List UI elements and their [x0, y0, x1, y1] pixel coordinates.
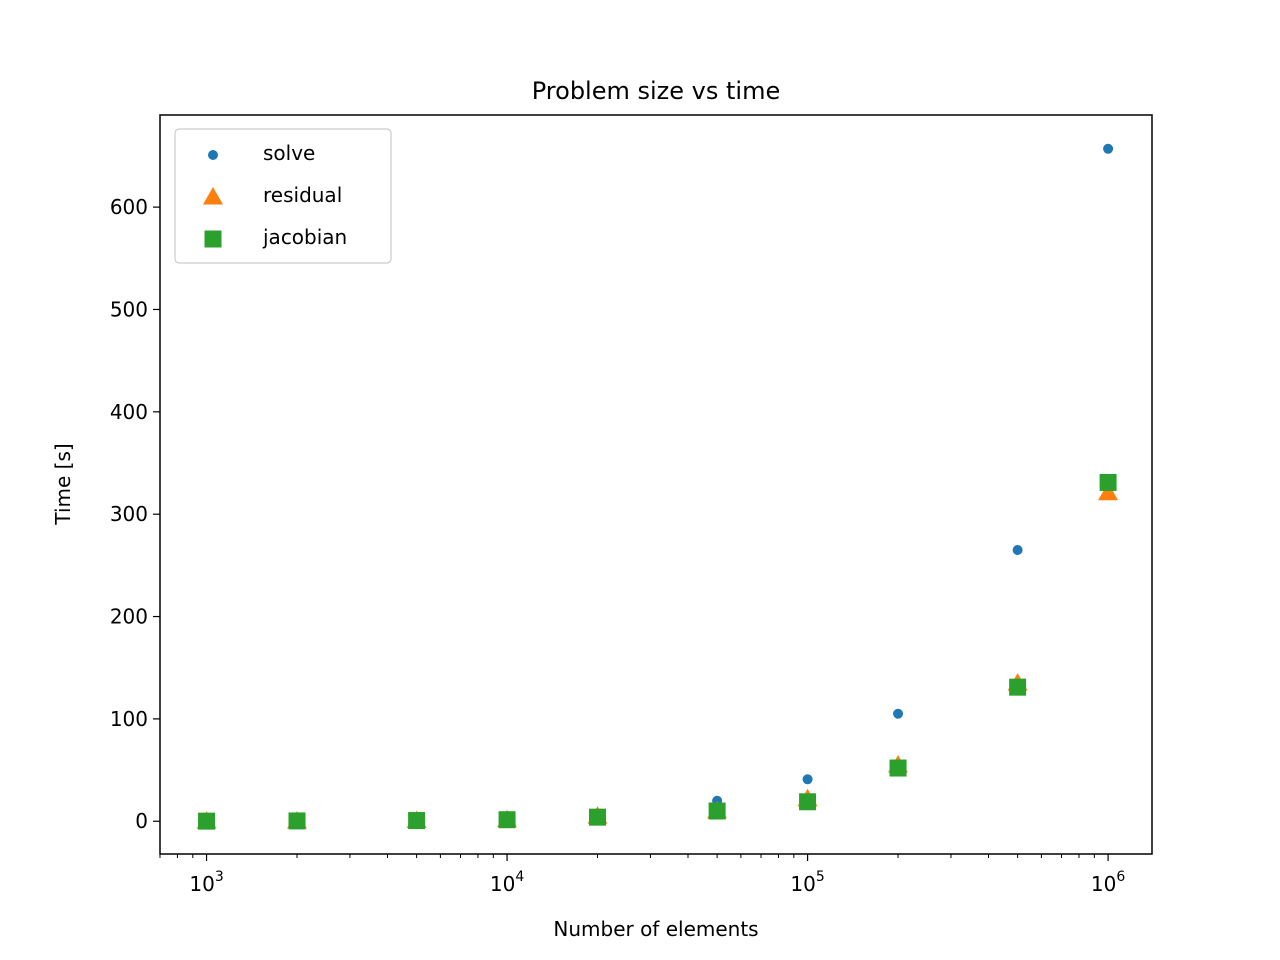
- y-tick-label: 200: [110, 605, 148, 629]
- jacobian-point: [708, 802, 726, 820]
- legend-solve-marker: [208, 150, 218, 160]
- x-axis: 103 104 105 106: [159, 854, 1125, 896]
- jacobian-point: [589, 808, 607, 826]
- x-tick-label: 106: [1091, 869, 1125, 896]
- legend-residual-label: residual: [263, 183, 342, 207]
- y-axis-label: Time [s]: [51, 443, 75, 525]
- jacobian-point: [498, 811, 516, 829]
- x-axis-label: Number of elements: [553, 917, 758, 941]
- jacobian-point: [1099, 473, 1117, 491]
- jacobian-point: [1009, 678, 1027, 696]
- y-tick-label: 600: [110, 195, 148, 219]
- legend-residual-marker: [203, 187, 223, 205]
- legend-solve-label: solve: [263, 141, 315, 165]
- y-tick-label: 100: [110, 707, 148, 731]
- solve-point: [893, 708, 904, 719]
- jacobian-point: [198, 812, 216, 830]
- legend-jacobian-label: jacobian: [262, 225, 347, 249]
- y-axis: 0 100 200 300 400 500 600: [110, 195, 160, 833]
- solve-point: [802, 774, 813, 785]
- legend: solve residual jacobian: [174, 128, 392, 264]
- plot-area: [196, 143, 1119, 830]
- y-tick-label: 300: [110, 502, 148, 526]
- jacobian-point: [799, 793, 817, 811]
- y-tick-label: 400: [110, 400, 148, 424]
- legend-jacobian-marker: [204, 230, 222, 248]
- x-tick-label: 103: [189, 869, 223, 896]
- jacobian-point: [408, 812, 426, 830]
- solve-point: [1103, 143, 1114, 154]
- jacobian-point: [288, 812, 306, 830]
- y-tick-label: 0: [135, 809, 148, 833]
- x-tick-label: 104: [490, 869, 524, 896]
- x-tick-label: 105: [790, 869, 824, 896]
- y-tick-label: 500: [110, 297, 148, 321]
- plot-frame: [159, 114, 1153, 855]
- chart-title: Problem size vs time: [532, 77, 780, 105]
- legend-box: [174, 128, 392, 264]
- solve-point: [1012, 545, 1023, 556]
- jacobian-point: [889, 759, 907, 777]
- residual-point: [1098, 482, 1119, 501]
